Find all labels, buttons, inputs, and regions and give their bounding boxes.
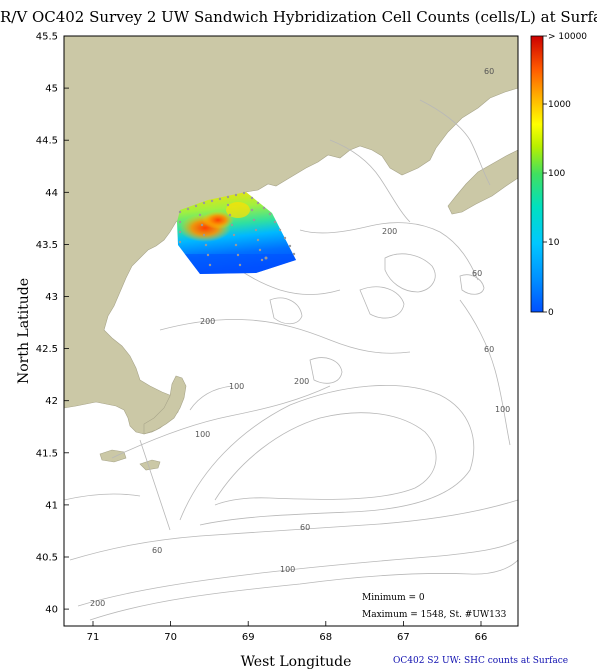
map-area: 60 200 60 200 60 100 200 100 300 100 60 … <box>64 36 518 626</box>
x-tick-label: 67 <box>397 632 410 643</box>
contour-label: 200 <box>382 227 397 236</box>
stat-minimum: Minimum = 0 <box>362 593 425 603</box>
y-tick-label: 40.5 <box>36 553 58 564</box>
x-tick-label: 69 <box>242 632 255 643</box>
contour-label: 200 <box>200 317 215 326</box>
contour-label: 60 <box>472 269 482 278</box>
nantucket <box>139 459 161 471</box>
survey-stations <box>178 191 296 267</box>
colorbar-label: 0 <box>548 308 554 318</box>
x-tick-label: 70 <box>164 632 177 643</box>
contour-label: 100 <box>495 405 510 414</box>
stat-maximum: Maximum = 1548, St. #UW133 <box>362 610 507 620</box>
y-tick-label: 42.5 <box>36 344 58 355</box>
contour-label: 60 <box>300 523 310 532</box>
contour-label: 200 <box>90 599 105 608</box>
cell-count-field <box>177 192 296 274</box>
map-frame <box>63 35 519 627</box>
x-tick-label: 71 <box>87 632 100 643</box>
colorbar-label: 1000 <box>548 100 571 110</box>
y-tick-label: 44.5 <box>36 136 58 147</box>
contour-label: 60 <box>484 345 494 354</box>
y-axis: 45.5 45 44.5 44 43.5 43 42.5 42 41.5 41 40.5 40 <box>36 32 69 616</box>
y-tick-label: 45 <box>45 84 58 95</box>
x-axis: 71 70 69 68 67 66 <box>87 621 488 643</box>
y-tick-label: 41 <box>45 500 58 511</box>
footer-caption: OC402 S2 UW: SHC counts at Surface <box>393 656 569 666</box>
x-axis-title: West Longitude <box>241 654 352 670</box>
colorbar-label: > 10000 <box>548 32 587 42</box>
contour-label: 100 <box>195 430 210 439</box>
y-axis-title: North Latitude <box>16 278 32 384</box>
contour-label: 60 <box>152 546 162 555</box>
x-tick-label: 68 <box>319 632 332 643</box>
y-tick-label: 42 <box>45 396 58 407</box>
nova-scotia <box>447 149 518 215</box>
colorbar-label: 10 <box>548 238 560 248</box>
y-tick-label: 44 <box>45 188 58 199</box>
y-tick-label: 43 <box>45 292 58 303</box>
colorbar: > 10000 1000 100 10 0 <box>530 32 587 318</box>
y-tick-label: 41.5 <box>36 448 58 459</box>
y-tick-label: 45.5 <box>36 32 58 43</box>
marthas-vineyard <box>99 449 127 463</box>
colorbar-label: 100 <box>548 169 565 179</box>
y-tick-label: 40 <box>45 605 58 616</box>
contour-label: 100 <box>229 382 244 391</box>
cape-cod <box>143 375 187 435</box>
contour-label: 60 <box>484 67 494 76</box>
contour-label: 200 <box>294 377 309 386</box>
contour-label: 100 <box>280 565 295 574</box>
colorbar-gradient <box>530 35 544 313</box>
bathymetry-contours <box>64 99 518 621</box>
map-title: R/V OC402 Survey 2 UW Sandwich Hybridiza… <box>0 8 597 26</box>
x-tick-label: 66 <box>475 632 488 643</box>
y-tick-label: 43.5 <box>36 240 58 251</box>
